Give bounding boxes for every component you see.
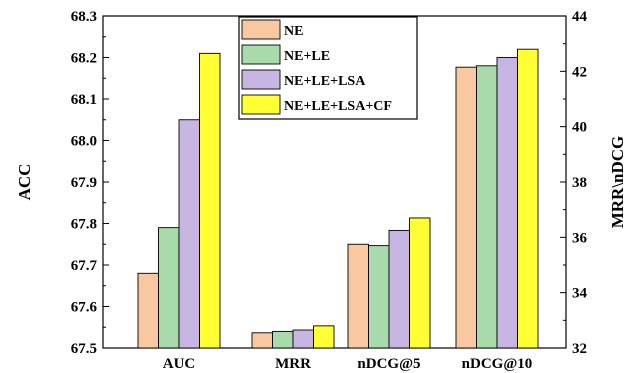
right-axis-title: MRR\nDCG <box>608 136 627 229</box>
left-tick-label: 67.9 <box>71 175 97 191</box>
bar-ndcg5-ne-le-lsa-cf <box>409 217 431 349</box>
bars <box>137 48 539 349</box>
bar-ndcg5-ne <box>347 243 369 349</box>
bar-auc-ne-le-lsa <box>178 119 200 349</box>
bar-mrr-ne-le-lsa-cf <box>313 325 335 349</box>
right-tick-label: 42 <box>572 64 587 80</box>
legend: NE NE+LE NE+LE+LSA NE+LE+LSA+CF <box>238 16 418 120</box>
legend-label: NE+LE+LSA+CF <box>284 99 392 114</box>
bar-ndcg10-ne-le <box>476 65 498 349</box>
left-tick-label: 68.0 <box>71 134 97 150</box>
left-tick-label: 67.8 <box>71 217 97 233</box>
bar-auc-ne <box>137 272 159 349</box>
bar-mrr-ne-le <box>272 330 294 349</box>
left-tick-label: 68.3 <box>71 9 97 25</box>
x-tick-label: nDCG@10 <box>462 356 533 372</box>
left-tick-label: 67.7 <box>71 258 98 274</box>
legend-label: NE <box>284 24 303 39</box>
legend-swatch <box>241 19 281 40</box>
left-tick-label: 67.6 <box>71 300 98 316</box>
x-tick-label: MRR <box>275 356 311 372</box>
legend-swatch <box>241 69 281 90</box>
left-y-axis: 67.5 67.6 67.7 67.8 67.9 68.0 68.1 68.2 68.3 <box>71 9 109 357</box>
bar-ndcg5-ne-le-lsa <box>388 229 410 349</box>
bar-ndcg10-ne <box>455 66 477 349</box>
right-tick-label: 44 <box>572 9 588 25</box>
left-tick-label: 67.5 <box>71 341 97 357</box>
right-tick-label: 34 <box>572 286 588 302</box>
legend-swatch <box>241 94 281 115</box>
right-tick-label: 36 <box>572 230 588 246</box>
right-y-axis: 32 34 36 38 40 42 44 <box>560 9 588 357</box>
bar-ndcg5-ne-le <box>368 245 390 349</box>
right-tick-label: 38 <box>572 175 587 191</box>
right-tick-label: 32 <box>572 341 587 357</box>
bar-auc-ne-le-lsa-cf <box>199 52 221 349</box>
left-tick-label: 68.1 <box>71 92 97 108</box>
x-tick-label: nDCG@5 <box>357 356 420 372</box>
right-tick-label: 40 <box>572 120 587 136</box>
legend-label: NE+LE+LSA <box>284 74 366 89</box>
legend-label: NE+LE <box>284 49 330 64</box>
left-tick-label: 68.2 <box>71 51 97 67</box>
x-axis: AUC MRR nDCG@5 nDCG@10 <box>163 356 533 372</box>
x-tick-label: AUC <box>163 356 196 372</box>
bar-ndcg10-ne-le-lsa-cf <box>517 48 539 349</box>
bar-mrr-ne-le-lsa <box>292 329 314 349</box>
left-axis-title: ACC <box>15 164 34 201</box>
bar-mrr-ne <box>251 332 273 349</box>
bar-auc-ne-le <box>158 227 180 349</box>
bar-ndcg10-ne-le-lsa <box>496 57 518 349</box>
legend-swatch <box>241 44 281 65</box>
